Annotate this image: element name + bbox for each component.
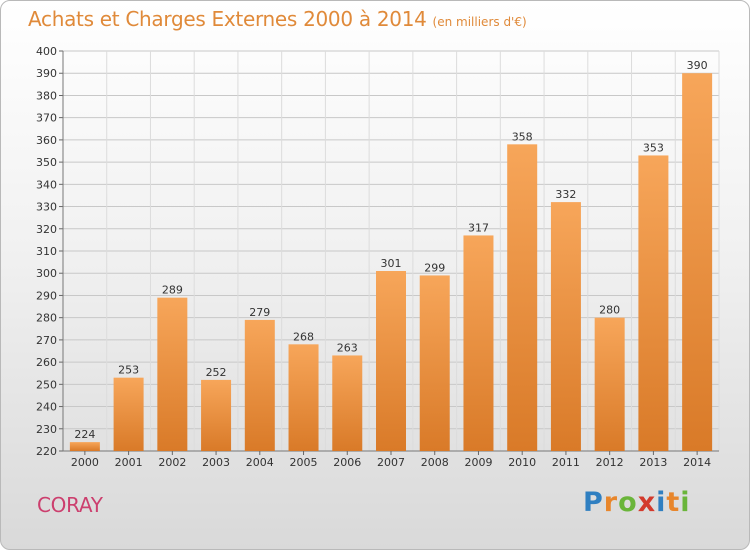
- x-tick-label: 2006: [333, 456, 361, 469]
- x-tick-label: 2008: [421, 456, 449, 469]
- data-label: 279: [249, 306, 270, 319]
- y-tick-label: 370: [36, 112, 57, 125]
- brand-letter: x: [637, 487, 657, 518]
- bar[interactable]: [376, 271, 406, 451]
- y-tick-label: 380: [36, 89, 57, 102]
- x-tick-label: 2009: [464, 456, 492, 469]
- bar[interactable]: [463, 235, 494, 451]
- bar[interactable]: [244, 319, 275, 451]
- y-tick-label: 340: [36, 178, 57, 191]
- commune-name: CORAY: [37, 493, 103, 517]
- y-tick-label: 220: [36, 445, 57, 458]
- chart-title-text: Achats et Charges Externes 2000 à 2014: [28, 7, 427, 31]
- data-label: 289: [162, 284, 183, 297]
- y-tick-label: 320: [36, 223, 57, 236]
- y-tick-label: 360: [36, 134, 57, 147]
- bars: [69, 73, 713, 452]
- data-label: 299: [424, 261, 445, 274]
- y-tick-label: 240: [36, 401, 57, 414]
- proxiti-logo[interactable]: Proxiti: [583, 487, 691, 518]
- data-label: 252: [206, 366, 227, 379]
- bar[interactable]: [638, 155, 669, 451]
- y-tick-label: 290: [36, 289, 57, 302]
- bar[interactable]: [550, 202, 581, 451]
- y-tick-label: 230: [36, 423, 57, 436]
- x-tick-label: 2003: [202, 456, 230, 469]
- bar[interactable]: [419, 275, 450, 451]
- data-label: 301: [381, 257, 402, 270]
- bar[interactable]: [507, 144, 538, 452]
- bar[interactable]: [332, 355, 363, 451]
- x-tick-label: 2004: [246, 456, 274, 469]
- data-label: 253: [118, 364, 139, 377]
- x-tick-label: 2010: [508, 456, 536, 469]
- brand-letter: o: [618, 487, 638, 518]
- x-tick-label: 2000: [71, 456, 99, 469]
- bar[interactable]: [682, 73, 713, 451]
- data-label: 358: [512, 130, 533, 143]
- y-tick-label: 280: [36, 312, 57, 325]
- x-tick-label: 2001: [115, 456, 143, 469]
- data-label: 263: [337, 341, 358, 354]
- y-tick-label: 300: [36, 267, 57, 280]
- bar[interactable]: [157, 297, 188, 451]
- x-tick-label: 2013: [639, 456, 667, 469]
- brand-letter: P: [583, 487, 604, 518]
- brand-letter: t: [666, 487, 681, 518]
- data-label: 317: [468, 221, 489, 234]
- bar[interactable]: [69, 442, 100, 451]
- bar[interactable]: [594, 317, 625, 451]
- data-label: 280: [599, 304, 620, 317]
- bar[interactable]: [113, 377, 144, 451]
- bar[interactable]: [288, 344, 319, 451]
- y-tick-label: 260: [36, 356, 57, 369]
- y-tick-label: 250: [36, 378, 57, 391]
- x-tick-label: 2002: [158, 456, 186, 469]
- data-label: 390: [687, 59, 708, 72]
- y-tick-label: 400: [36, 45, 57, 58]
- x-tick-label: 2014: [683, 456, 711, 469]
- chart-subtitle: (en milliers d'€): [432, 15, 527, 29]
- bar[interactable]: [201, 379, 232, 451]
- y-tick-label: 270: [36, 334, 57, 347]
- x-tick-label: 2005: [290, 456, 318, 469]
- data-label: 353: [643, 141, 664, 154]
- y-tick-label: 330: [36, 201, 57, 214]
- x-tick-label: 2012: [596, 456, 624, 469]
- x-tick-label: 2007: [377, 456, 405, 469]
- brand-letter: i: [656, 487, 667, 518]
- data-labels: 224 253 289 252 279 268 263 301 299 317 358 332 280 3…: [74, 59, 707, 441]
- y-tick-label: 310: [36, 245, 57, 258]
- chart-title: Achats et Charges Externes 2000 à 2014 (e…: [28, 7, 527, 31]
- x-tick-label: 2011: [552, 456, 580, 469]
- data-label: 224: [74, 428, 95, 441]
- brand-letter: i: [680, 487, 691, 518]
- y-tick-label: 390: [36, 67, 57, 80]
- brand-letter: r: [603, 487, 619, 518]
- data-label: 268: [293, 330, 314, 343]
- y-tick-label: 350: [36, 156, 57, 169]
- data-label: 332: [555, 188, 576, 201]
